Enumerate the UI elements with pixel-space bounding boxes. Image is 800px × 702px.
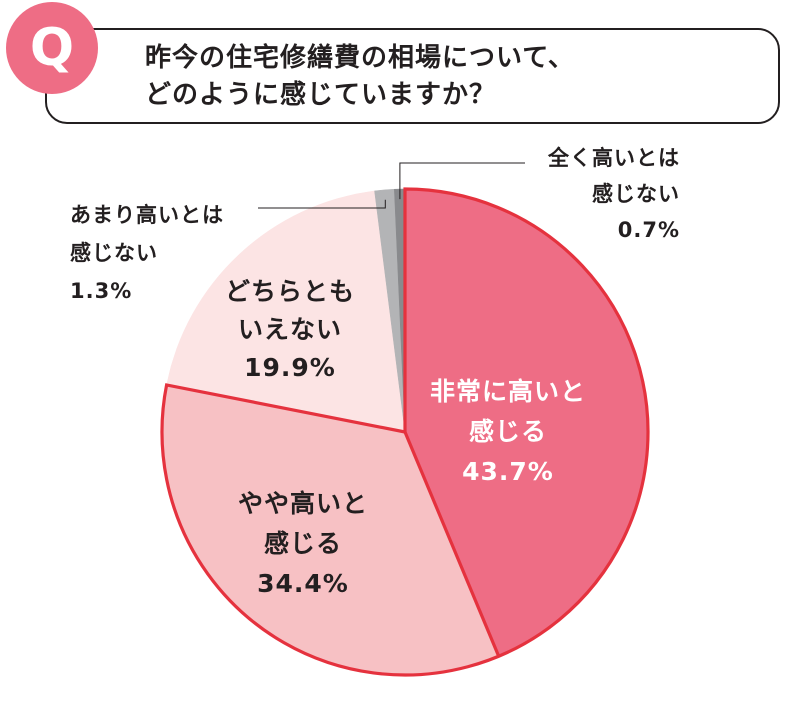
leader-lines <box>258 162 525 209</box>
category-label-not-very-high: 感じない <box>70 241 158 265</box>
category-label-very-high: 感じる <box>469 417 547 446</box>
pie-highlight-divider <box>403 431 501 657</box>
question-box <box>45 28 780 124</box>
category-label-not-high-at-all: 全く高いとは <box>547 146 680 170</box>
value-label-not-high-at-all: 0.7% <box>618 218 680 242</box>
category-label-very-high: 非常に高いと <box>430 377 586 406</box>
value-label-somewhat-high: 34.4% <box>257 569 349 598</box>
category-label-not-very-high: あまり高いとは <box>70 203 224 227</box>
question-line-2: どのように感じていますか？ <box>145 80 497 110</box>
category-label-neutral: どちらとも <box>225 277 355 306</box>
slice-labels: 非常に高いと感じる43.7%やや高いと感じる34.4%どちらともいえない19.9… <box>70 146 680 598</box>
category-label-somewhat-high: やや高いと <box>238 489 368 518</box>
leader-line-not-high-at-all <box>399 162 525 200</box>
pie-outline <box>160 187 650 677</box>
value-label-not-very-high: 1.3% <box>70 279 132 303</box>
value-label-neutral: 19.9% <box>244 353 336 382</box>
value-label-very-high: 43.7% <box>462 457 554 486</box>
question-badge: Q <box>6 2 98 94</box>
leader-line-not-very-high <box>258 199 386 209</box>
question-line-1: 昨今の住宅修繕費の相場について、 <box>145 43 575 73</box>
pie-highlight-outline <box>160 187 650 677</box>
category-label-not-high-at-all: 感じない <box>592 182 680 206</box>
pie-slice-neutral <box>166 190 406 433</box>
category-label-neutral: いえない <box>238 315 342 344</box>
question-text: 昨今の住宅修繕費の相場について、 どのように感じていますか？ <box>145 40 765 114</box>
category-label-somewhat-high: 感じる <box>264 529 342 558</box>
